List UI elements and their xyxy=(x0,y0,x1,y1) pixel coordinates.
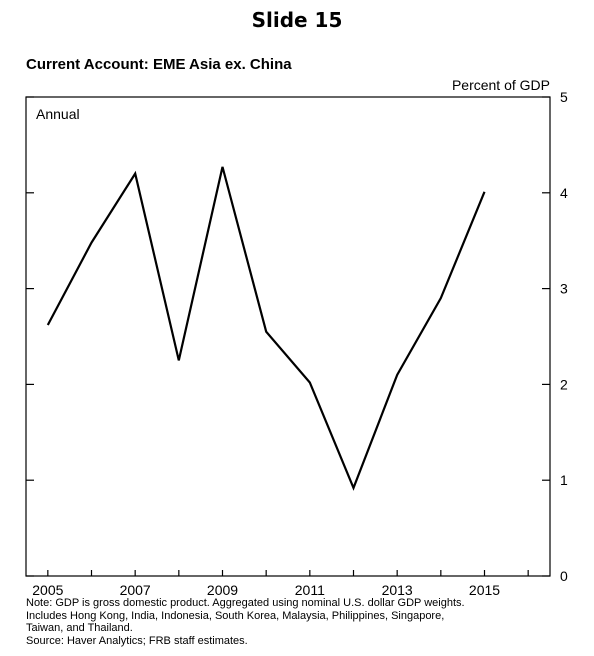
y-tick-label: 0 xyxy=(560,568,568,584)
y-tick-label: 1 xyxy=(560,472,568,488)
slide-title: Slide 15 xyxy=(251,8,343,32)
x-tick-label: 2009 xyxy=(207,582,238,596)
plot-area-frame xyxy=(25,96,551,577)
x-tick-label: 2011 xyxy=(295,582,325,596)
source-line: Source: Haver Analytics; FRB staff estim… xyxy=(26,634,248,647)
note-line: Includes Hong Kong, India, Indonesia, So… xyxy=(26,609,445,622)
y-tick-label: 2 xyxy=(560,376,568,392)
chart-notes: Note: GDP is gross domestic product. Agg… xyxy=(26,597,586,647)
y-axis: 0 1 2 3 4 5 xyxy=(26,89,568,584)
chart-title: Current Account: EME Asia ex. China xyxy=(26,56,292,73)
series-line xyxy=(46,166,486,491)
x-tick-label: 2013 xyxy=(382,582,413,596)
y-tick-label: 5 xyxy=(560,89,568,105)
x-axis: 2005 2007 2009 2011 2013 2015 xyxy=(32,570,529,596)
x-tick-label: 2007 xyxy=(120,582,151,596)
y-tick-label: 3 xyxy=(560,281,568,297)
x-tick-label: 2015 xyxy=(469,582,500,596)
frequency-label: Annual xyxy=(36,106,80,122)
note-line: Taiwan, and Thailand. xyxy=(26,622,133,634)
y-axis-label: Percent of GDP xyxy=(452,77,550,93)
note-line: Note: GDP is gross domestic product. Agg… xyxy=(26,597,465,609)
line-chart: 0 1 2 3 4 5 2005 2007 2009 2011 2013 2015 Percent … xyxy=(25,77,568,596)
y-tick-label: 4 xyxy=(560,185,568,201)
x-tick-label: 2005 xyxy=(32,582,63,596)
